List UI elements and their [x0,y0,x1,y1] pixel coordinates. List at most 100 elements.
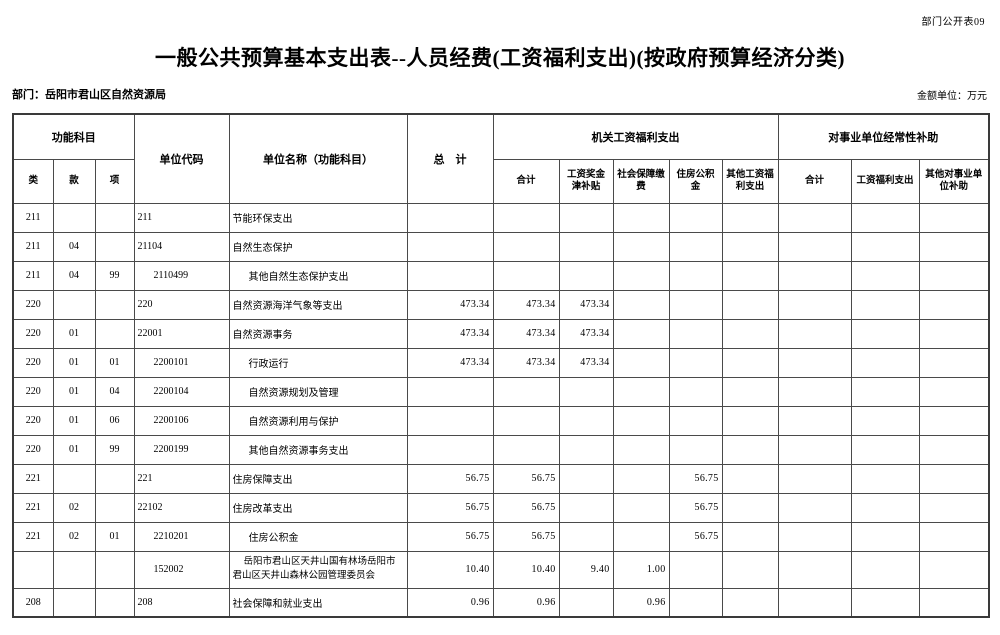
cell-unit-name: 岳阳市君山区天井山国有林场岳阳市君山区天井山森林公园管理委员会 [228,550,408,589]
cell-org-wage-1: 473.34 [558,318,614,349]
cell-kuan [52,289,96,320]
table-row: 220 220 自然资源海洋气象等支出 473.34 473.34 473.34 [12,289,990,320]
cell-total [406,260,494,291]
header-kuan: 款 [52,158,96,204]
cell-unit-name: 其他自然资源事务支出 [228,434,408,465]
cell-org-wage-3 [668,347,723,378]
cell-org-wage-4 [721,289,779,320]
cell-org-wage-0: 473.34 [492,347,560,378]
cell-org-wage-3 [668,550,723,589]
cell-org-wage-2 [612,202,670,233]
cell-org-wage-3 [668,376,723,407]
cell-org-wage-2: 0.96 [612,587,670,618]
cell-org-wage-4 [721,202,779,233]
budget-table: 功能科目 单位代码 单位名称（功能科目） 总 计 机关工资福利支出 对事业单位经… [12,113,991,618]
cell-unit-code: 2200104 [133,376,230,407]
cell-org-wage-4 [721,318,779,349]
cell-total: 56.75 [406,463,494,494]
table-row: 220 01 22001 自然资源事务 473.34 473.34 473.34 [12,318,990,349]
cell-org-wage-3: 56.75 [668,492,723,523]
cell-inst-subsidy-2 [918,587,990,618]
header-total: 总 计 [406,113,494,204]
page-title: 一般公共预算基本支出表--人员经费(工资福利支出)(按政府预算经济分类) [155,46,845,70]
cell-org-wage-3 [668,260,723,291]
cell-unit-name: 自然资源利用与保护 [228,405,408,436]
cell-kuan [52,550,96,589]
cell-inst-subsidy-1 [850,231,920,262]
cell-total: 473.34 [406,289,494,320]
table-body: 211 211 节能环保支出 211 04 21104 自然生态保护 211 04 99 21104… [12,202,990,618]
cell-org-wage-1 [558,434,614,465]
cell-lei: 208 [12,587,54,618]
cell-unit-code: 2200106 [133,405,230,436]
cell-xiang [94,231,135,262]
cell-kuan: 04 [52,260,96,291]
cell-inst-subsidy-1 [850,492,920,523]
cell-inst-subsidy-0 [777,405,852,436]
cell-total: 56.75 [406,492,494,523]
cell-inst-subsidy-2 [918,231,990,262]
cell-kuan: 02 [52,492,96,523]
amount-unit-label: 金额单位：万元 [917,91,987,102]
cell-xiang [94,463,135,494]
cell-org-wage-0: 10.40 [492,550,560,589]
cell-org-wage-0 [492,202,560,233]
cell-total: 56.75 [406,521,494,552]
header-g1-social-security: 社会保障缴费 [612,158,670,204]
cell-inst-subsidy-1 [850,587,920,618]
cell-kuan: 01 [52,347,96,378]
cell-org-wage-1 [558,463,614,494]
cell-xiang [94,492,135,523]
cell-inst-subsidy-2 [918,289,990,320]
cell-total: 473.34 [406,318,494,349]
header-g1-other: 其他工资福利支出 [721,158,779,204]
table-row: 220 01 99 2200199 其他自然资源事务支出 [12,434,990,465]
cell-lei [12,550,54,589]
doc-number-label: 部门公开表09 [921,17,985,28]
cell-org-wage-2: 1.00 [612,550,670,589]
cell-lei: 220 [12,347,54,378]
cell-org-wage-4 [721,347,779,378]
cell-org-wage-0 [492,434,560,465]
cell-total [406,231,494,262]
cell-org-wage-3 [668,289,723,320]
cell-org-wage-1: 473.34 [558,289,614,320]
header-g2-other: 其他对事业单位补助 [918,158,990,204]
table-row: 220 01 06 2200106 自然资源利用与保护 [12,405,990,436]
cell-org-wage-2 [612,376,670,407]
cell-xiang [94,289,135,320]
cell-inst-subsidy-2 [918,434,990,465]
cell-org-wage-0: 473.34 [492,289,560,320]
cell-org-wage-1 [558,231,614,262]
cell-org-wage-2 [612,289,670,320]
header-group-institution-subsidy: 对事业单位经常性补助 [777,113,990,160]
cell-inst-subsidy-0 [777,231,852,262]
cell-inst-subsidy-1 [850,202,920,233]
cell-kuan: 01 [52,318,96,349]
cell-org-wage-2 [612,521,670,552]
cell-unit-name: 行政运行 [228,347,408,378]
cell-org-wage-2 [612,231,670,262]
cell-unit-code: 2200199 [133,434,230,465]
table-row: 220 01 01 2200101 行政运行 473.34 473.34 473.34 [12,347,990,378]
cell-xiang: 99 [94,434,135,465]
cell-inst-subsidy-1 [850,463,920,494]
cell-unit-name: 自然资源海洋气象等支出 [228,289,408,320]
cell-org-wage-1 [558,376,614,407]
cell-org-wage-1 [558,260,614,291]
cell-unit-name: 住房公积金 [228,521,408,552]
cell-org-wage-4 [721,376,779,407]
header-lei: 类 [12,158,54,204]
cell-total [406,202,494,233]
cell-org-wage-2 [612,347,670,378]
department-label: 部门：岳阳市君山区自然资源局 [12,89,166,101]
cell-org-wage-0 [492,405,560,436]
cell-xiang: 99 [94,260,135,291]
cell-inst-subsidy-2 [918,492,990,523]
header-unit-name: 单位名称（功能科目） [228,113,408,204]
header-unit-code: 单位代码 [133,113,230,204]
header-g1-housing-fund: 住房公积金 [668,158,723,204]
cell-inst-subsidy-1 [850,405,920,436]
table-row: 221 02 01 2210201 住房公积金 56.75 56.75 56.75 [12,521,990,552]
